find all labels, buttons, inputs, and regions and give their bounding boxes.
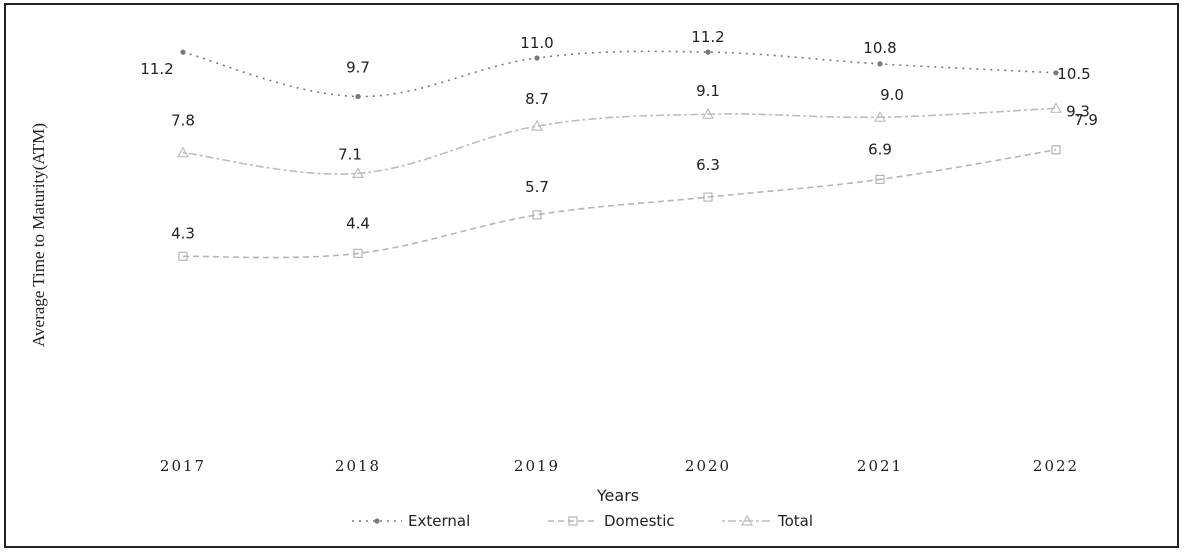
legend-label-external: External: [408, 512, 470, 530]
series-line-total: [182, 107, 1057, 175]
data-label-total-2017: 7.8: [171, 112, 195, 130]
data-label-external-2021: 10.8: [863, 39, 896, 57]
data-label-layer: 11.2 9.7 11.0 11.2 10.8 10.5 4.3 4.4 5.7 6.3 6.9 7.…: [140, 28, 1098, 242]
x-tick-2021: 2021: [857, 457, 903, 475]
y-axis-title: Average Time to Maturity(ATM): [29, 123, 48, 347]
data-label-total-2022: 9.3: [1066, 102, 1090, 120]
data-label-external-2017: 11.2: [140, 60, 173, 78]
data-label-domestic-2017: 4.3: [171, 224, 195, 242]
legend-label-total: Total: [777, 512, 813, 530]
point-total-2019: [530, 119, 544, 131]
legend-item-total: Total: [722, 512, 813, 530]
series-line-domestic: [182, 149, 1057, 259]
x-tick-2019: 2019: [514, 457, 560, 475]
point-external-2022: [1053, 70, 1059, 76]
point-domestic-2019: [532, 210, 542, 220]
data-label-total-2021: 9.0: [880, 86, 904, 104]
point-total-2022: [1049, 102, 1063, 113]
x-tick-2017: 2017: [160, 457, 206, 475]
legend: External Domestic Total: [352, 512, 813, 530]
data-label-domestic-2019: 5.7: [525, 178, 549, 196]
point-domestic-2018: [353, 248, 363, 258]
point-external-2020: [705, 49, 711, 55]
point-domestic-2020: [703, 192, 713, 202]
point-total-2020: [701, 107, 715, 119]
data-label-external-2022: 10.5: [1057, 65, 1090, 83]
data-label-total-2020: 9.1: [696, 82, 720, 100]
data-label-domestic-2022: 7.9: [1074, 111, 1098, 129]
legend-item-domestic: Domestic: [548, 512, 675, 530]
data-label-external-2019: 11.0: [520, 34, 553, 52]
legend-marker-total: [740, 514, 754, 526]
point-total-2017: [176, 146, 190, 158]
data-label-total-2018: 7.1: [338, 145, 362, 163]
legend-label-domestic: Domestic: [604, 512, 675, 530]
point-external-2018: [355, 93, 361, 100]
x-tick-2018: 2018: [335, 457, 381, 475]
series-layer: [176, 49, 1063, 261]
point-total-2018: [351, 167, 365, 178]
point-domestic-2017: [178, 251, 188, 261]
data-label-domestic-2018: 4.4: [346, 214, 370, 232]
point-external-2017: [180, 49, 186, 55]
chart-border: [4, 3, 1179, 548]
legend-marker-domestic: [568, 516, 578, 526]
point-total-2021: [873, 110, 887, 122]
data-label-domestic-2020: 6.3: [696, 156, 720, 174]
x-tick-2020: 2020: [685, 457, 731, 475]
legend-item-external: External: [352, 512, 470, 530]
data-label-external-2018: 9.7: [346, 59, 370, 77]
x-axis-title: Years: [596, 486, 639, 505]
point-domestic-2021: [875, 174, 885, 184]
legend-marker-external: [374, 518, 380, 524]
data-label-total-2019: 8.7: [525, 90, 549, 108]
data-label-domestic-2021: 6.9: [868, 140, 892, 158]
point-domestic-2022: [1051, 145, 1061, 155]
point-external-2021: [877, 61, 883, 67]
x-tick-2022: 2022: [1033, 457, 1079, 475]
point-external-2019: [534, 55, 540, 61]
data-label-external-2020: 11.2: [691, 28, 724, 46]
x-tick-layer: 2017 2018 2019 2020 2021 2022: [160, 457, 1079, 475]
